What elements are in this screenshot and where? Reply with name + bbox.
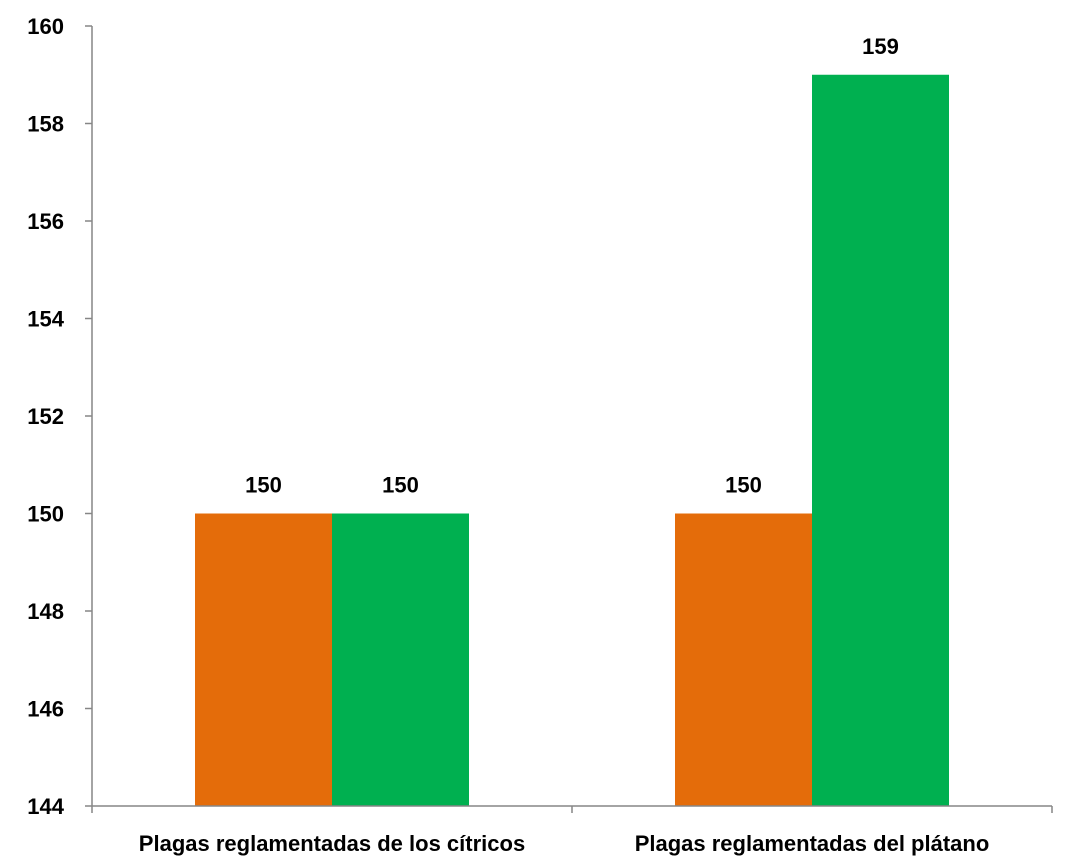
y-tick-label: 158 bbox=[27, 112, 64, 137]
bar-data-label: 150 bbox=[245, 473, 282, 498]
y-tick-label: 152 bbox=[27, 404, 64, 429]
y-tick-label: 144 bbox=[27, 794, 64, 819]
bar bbox=[812, 74, 949, 806]
y-tick-label: 154 bbox=[27, 307, 64, 332]
bar bbox=[675, 513, 812, 806]
x-category-label: Plagas reglamentadas del plátano bbox=[635, 831, 990, 856]
x-axis: Plagas reglamentadas de los cítricos Plag… bbox=[91, 806, 1053, 856]
data-labels: 150 150 150 159 bbox=[245, 34, 899, 498]
y-axis: 144 146 148 150 152 154 156 158 160 bbox=[27, 14, 92, 819]
bars-layer bbox=[195, 74, 949, 806]
y-tick-label: 150 bbox=[27, 502, 64, 527]
y-tick-label: 146 bbox=[27, 697, 64, 722]
y-tick-label: 156 bbox=[27, 209, 64, 234]
bar bbox=[195, 513, 332, 806]
bar-data-label: 150 bbox=[725, 473, 762, 498]
y-tick-label: 160 bbox=[27, 14, 64, 39]
bar-data-label: 150 bbox=[382, 473, 419, 498]
y-tick-label: 148 bbox=[27, 599, 64, 624]
x-category-label: Plagas reglamentadas de los cítricos bbox=[139, 831, 525, 856]
bar-data-label: 159 bbox=[862, 34, 899, 59]
bar bbox=[332, 513, 469, 806]
